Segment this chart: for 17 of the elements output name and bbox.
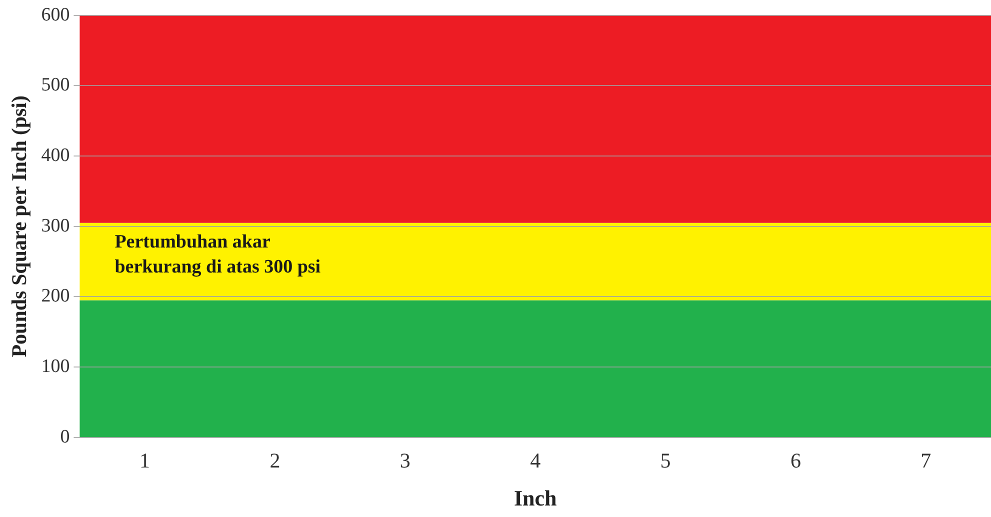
y-tick-label: 400 bbox=[41, 145, 70, 166]
x-tick-label: 2 bbox=[270, 448, 280, 473]
y-tick-label: 100 bbox=[41, 356, 70, 378]
y-tick-label: 0 bbox=[60, 426, 70, 448]
y-tick-label: 500 bbox=[41, 74, 70, 96]
x-tick-label: 6 bbox=[790, 448, 801, 473]
y-axis-title: Pounds Square per Inch (psi) bbox=[7, 95, 32, 358]
x-tick-label: 1 bbox=[140, 448, 150, 473]
x-axis-title: Inch bbox=[514, 485, 557, 510]
x-tick-label: 3 bbox=[400, 448, 410, 473]
x-tick-label: 7 bbox=[920, 448, 932, 473]
y-tick-label: 600 bbox=[41, 4, 70, 26]
y-tick-label: 300 bbox=[41, 215, 70, 236]
annotation: Pertumbuhan akar berkurang di atas 300 psi bbox=[114, 231, 321, 278]
x-tick-label: 5 bbox=[660, 448, 671, 473]
y-tick-label: 200 bbox=[41, 286, 70, 307]
x-tick-label: 4 bbox=[530, 448, 542, 473]
